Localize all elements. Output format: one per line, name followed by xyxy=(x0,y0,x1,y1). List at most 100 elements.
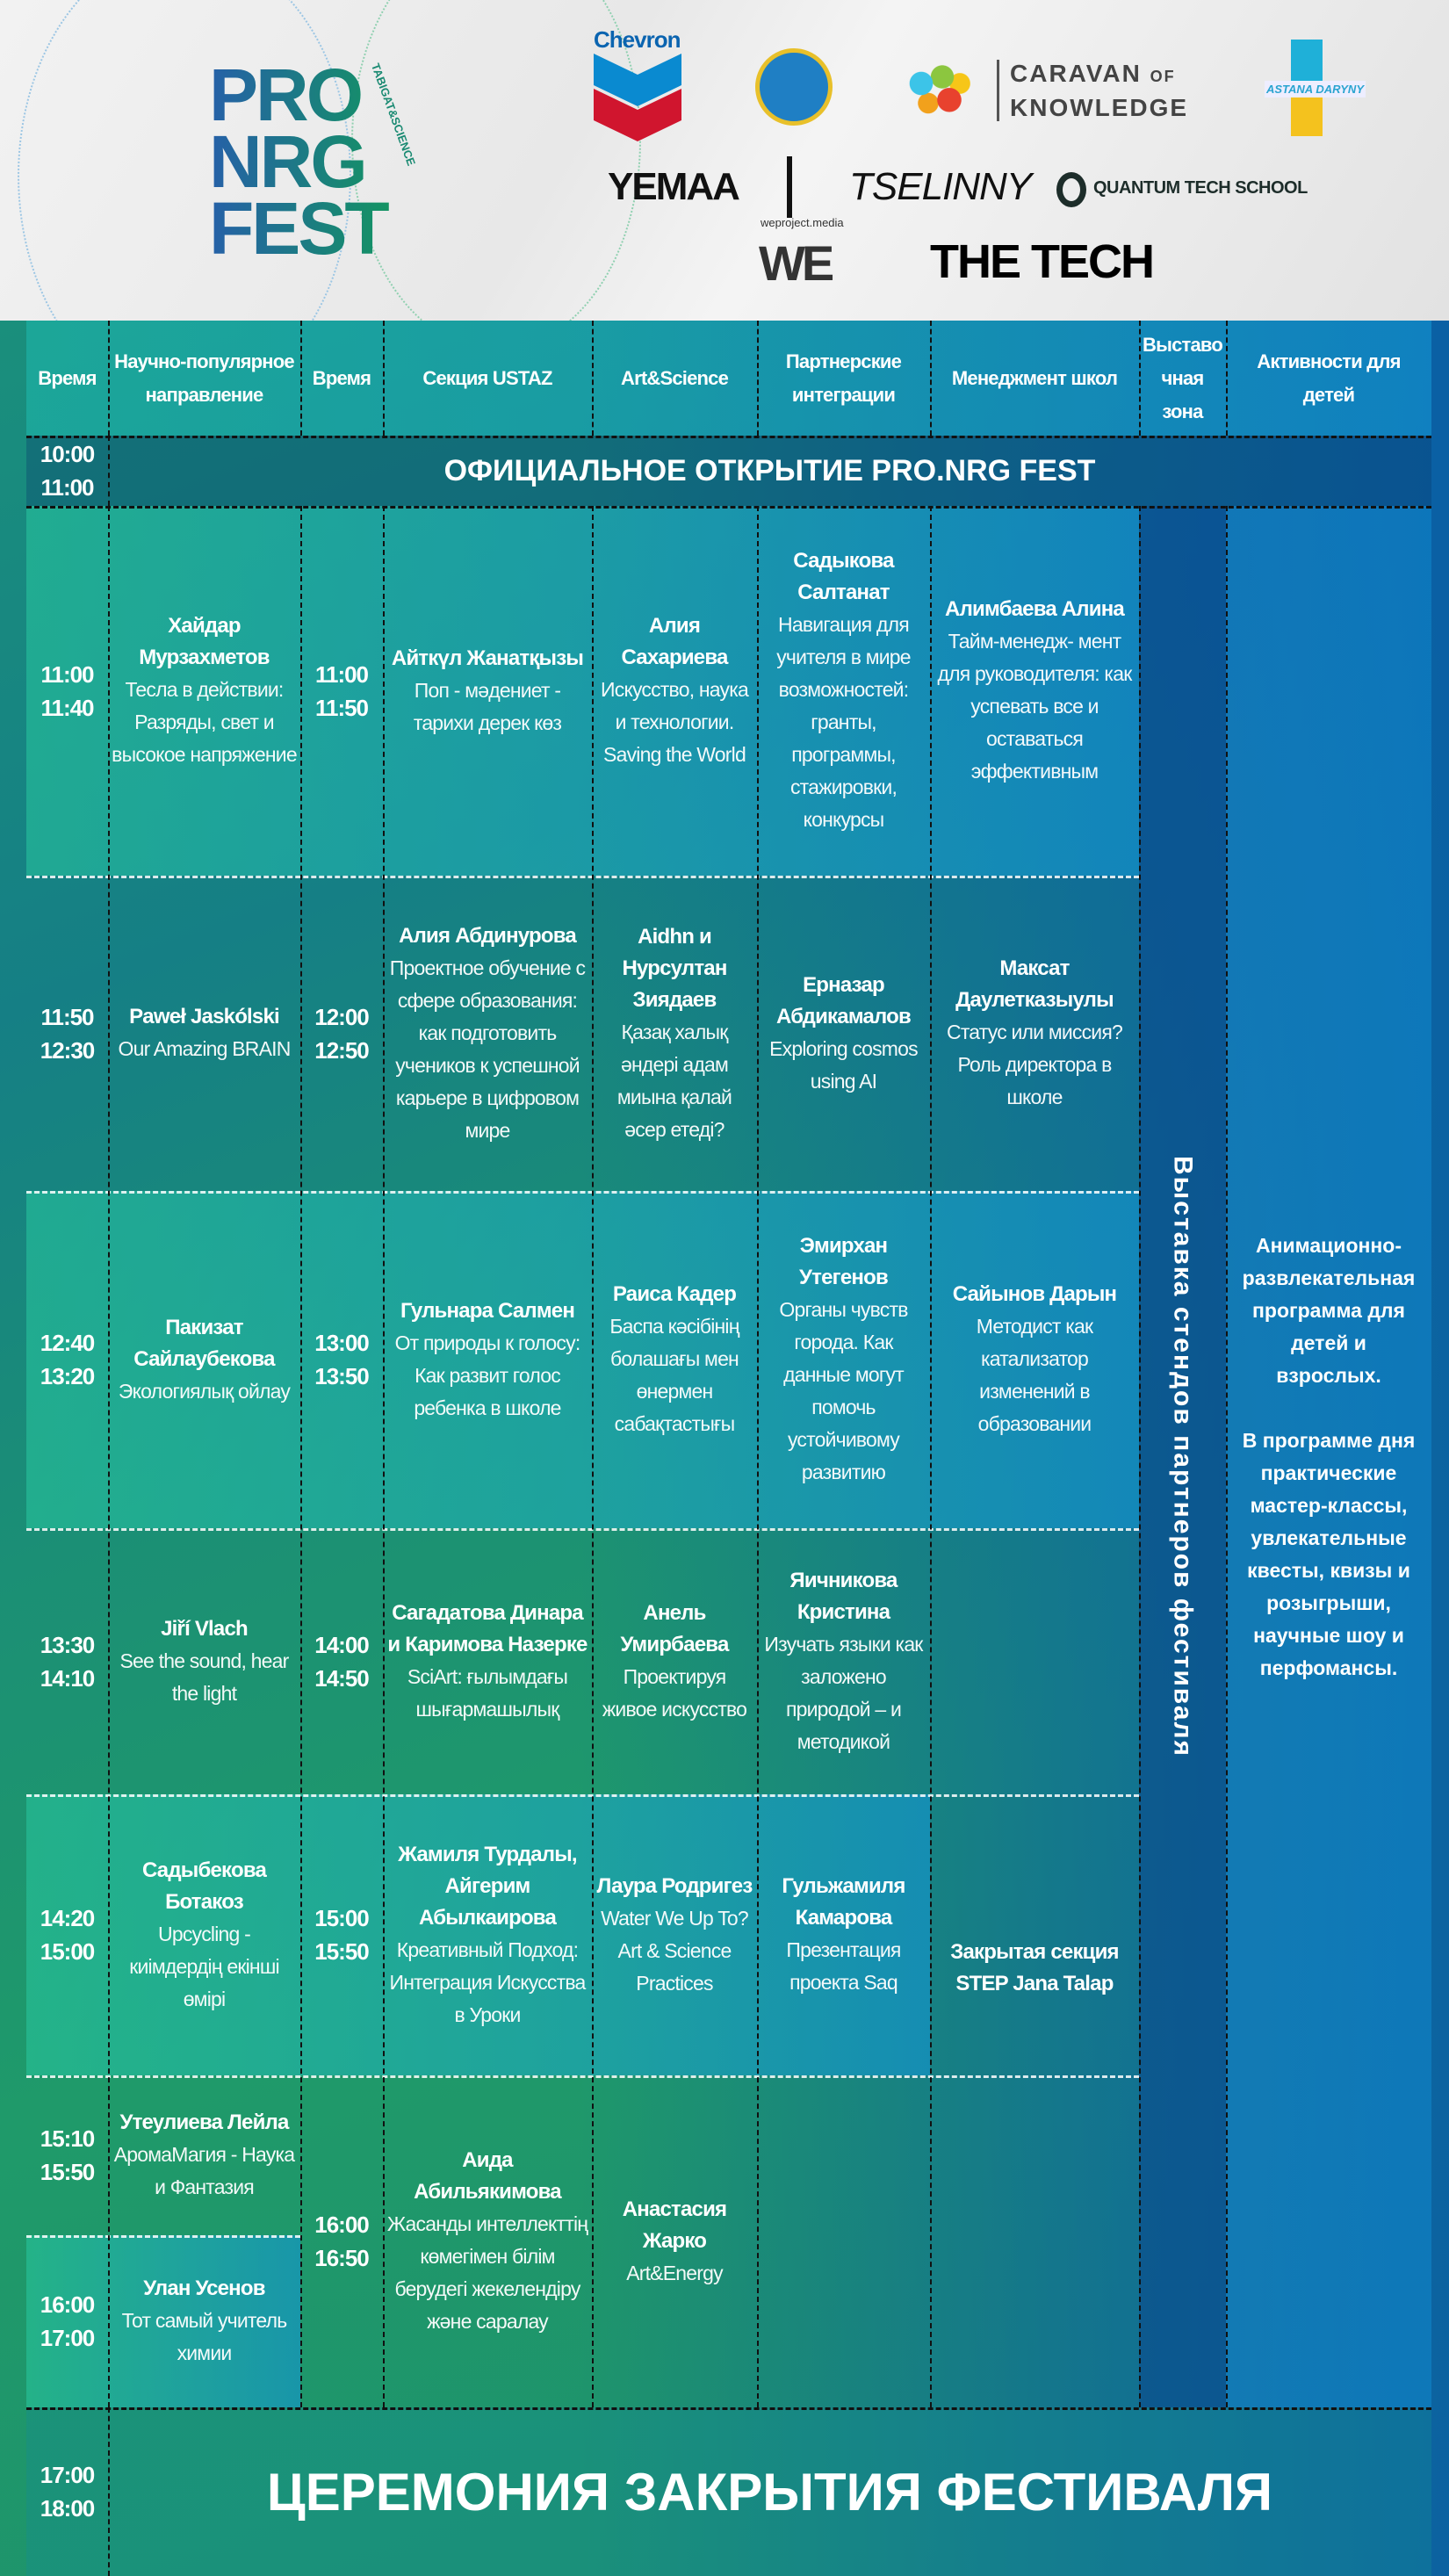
speaker-name: Алия Абдинурова xyxy=(399,923,577,948)
talk-title: Искусство, наука и технологии. Saving th… xyxy=(601,678,749,766)
time-label: 12:00 xyxy=(314,1003,369,1030)
talk-title: Изучать языки как заложено природой – и … xyxy=(764,1632,923,1753)
art-science-session: Лаура Родригез Water We Up To? Art & Scie… xyxy=(592,1794,757,2075)
time-label: 11:40 xyxy=(40,694,94,721)
column-divider xyxy=(383,506,385,2407)
partner-integration-session: Яичникова Кристина Изучать языки как зало… xyxy=(757,1528,930,1794)
popular-science-session: Пакизат Сайлаубекова Экологиялық ойлау xyxy=(108,1191,300,1528)
row-divider xyxy=(26,2235,300,2238)
row-divider xyxy=(26,1191,1139,1194)
k-logo-icon xyxy=(787,156,813,218)
column-header-label: Научно-популярное направление xyxy=(114,350,295,406)
column-header-label: Секция USTAZ xyxy=(422,366,552,389)
talk-title: Баспа кәсібінің болашағы мен өнермен саб… xyxy=(609,1315,739,1435)
time-label: 10:00 xyxy=(40,441,95,467)
time-label: 11:00 xyxy=(314,660,369,688)
session-time: 12:40 13:20 xyxy=(26,1191,108,1528)
chevron-logo: Chevron xyxy=(594,26,687,158)
column-header-label: Время xyxy=(312,366,371,389)
partner-integration-session: Гульжамиля Камарова Презентация проекта S… xyxy=(757,1794,930,2075)
row-divider xyxy=(26,2407,1431,2410)
activities-paragraph: Анимационно-развлекательная программа дл… xyxy=(1242,1233,1416,1387)
speaker-name: Сагадатова Динара и Каримова Назерке xyxy=(387,1600,588,1656)
astana-daryny-label: ASTANA DARYNY xyxy=(1265,81,1366,97)
column-divider xyxy=(108,2407,110,2576)
talk-title: Проектируя живое искусство xyxy=(602,1664,747,1721)
art-science-session: Aidhn и Нурсултан Зиядаев Қазақ халық әнд… xyxy=(592,876,757,1191)
school-management-session: Алимбаева Алина Тайм-менедж- мент для рук… xyxy=(930,506,1139,876)
column-header: Научно-популярное направление xyxy=(108,321,300,436)
column-divider xyxy=(108,506,110,2407)
session-time: 11:50 12:30 xyxy=(26,876,108,1191)
speaker-name: Гульнара Салмен xyxy=(400,1298,575,1323)
column-header: Активности для детей xyxy=(1226,321,1431,436)
ustaz-session: Сагадатова Динара и Каримова Назерке SciA… xyxy=(383,1528,592,1794)
column-divider xyxy=(300,321,302,436)
yemaa-logo: YEMAA xyxy=(608,165,740,208)
speaker-name: Jiří Vlach xyxy=(161,1616,249,1641)
column-header: Выставо чная зона xyxy=(1139,321,1226,436)
column-header: Партнерские интеграции xyxy=(757,321,930,436)
art-science-session: Анель Умирбаева Проектируя живое искусств… xyxy=(592,1528,757,1794)
session-time: 16:00 16:50 xyxy=(300,2075,383,2407)
talk-title: Поп - мәдениет - тарихи дерек көз xyxy=(413,678,562,734)
talk-title: Тайм-менедж- мент для руководителя: как … xyxy=(937,630,1133,783)
caravan-wordmark: CARAVAN xyxy=(1010,60,1142,87)
session-time: 14:20 15:00 xyxy=(26,1794,108,2075)
talk-title: Тот самый учитель химии xyxy=(121,2309,288,2364)
session-time: 13:00 13:50 xyxy=(300,1191,383,1528)
column-divider xyxy=(1139,506,1141,2407)
closed-section-step-jana-talap: Закрытая секция STEP Jana Talap xyxy=(950,1939,1119,1995)
logo-line: FEST xyxy=(209,187,387,270)
ustaz-session: Алия Абдинурова Проектное обучение с сфер… xyxy=(383,876,592,1191)
time-label: 15:50 xyxy=(40,2159,95,2185)
time-label: 17:00 xyxy=(40,2462,95,2488)
time-label: 16:50 xyxy=(314,2245,369,2271)
speaker-name: Алия Сахариева xyxy=(621,614,728,669)
session-time: 13:30 14:10 xyxy=(26,1528,108,1794)
time-label: 15:10 xyxy=(40,2125,95,2152)
column-divider xyxy=(757,506,759,2407)
speaker-name: Аида Абильякимова xyxy=(414,2148,561,2204)
opening-band xyxy=(26,436,1431,506)
column-divider xyxy=(1139,321,1141,436)
time-label: 11:50 xyxy=(314,694,369,721)
art-science-session: Раиса Кадер Баспа кәсібінің болашағы мен … xyxy=(592,1191,757,1528)
column-header: Art&Science xyxy=(592,321,757,436)
kids-activities: Анимационно-развлекательная программа дл… xyxy=(1233,506,1424,2407)
opening-time: 10:00 11:00 xyxy=(26,436,108,506)
column-divider xyxy=(383,321,385,436)
ustaz-session: Аида Абильякимова Жасанды интеллекттің кө… xyxy=(383,2075,592,2407)
logo-divider xyxy=(997,60,999,121)
time-label: 15:00 xyxy=(40,1938,95,1965)
column-header: Время xyxy=(300,321,383,436)
art-science-session: Алия Сахариева Искусство, наука и техноло… xyxy=(592,506,757,876)
speaker-name: Яичникова Кристина xyxy=(789,1568,898,1624)
school-management-session: Максат Даулетказыулы Статус или миссия? Р… xyxy=(930,876,1139,1191)
session-time: 11:00 11:50 xyxy=(300,506,383,876)
pro-nrg-fest-logo: PRO NRG FEST TABIGAT&SCIENCE xyxy=(209,61,418,272)
speaker-name: Paweł Jaskólski xyxy=(129,1005,280,1028)
talk-title: Креативный Подход: Интеграция Искусства … xyxy=(389,1937,586,2026)
weproject-media-label: weproject.media xyxy=(761,216,844,229)
talk-title: See the sound, hear the light xyxy=(119,1649,290,1705)
time-label: 11:50 xyxy=(40,1003,94,1030)
talk-title: Проектное обучение с сфере образования: … xyxy=(389,956,586,1142)
quantum-q-icon xyxy=(1056,172,1086,207)
session-time: 14:00 14:50 xyxy=(300,1528,383,1794)
column-header-label: Партнерские интеграции xyxy=(785,350,902,406)
talk-title: Exploring cosmos using AI xyxy=(769,1036,919,1093)
row-divider xyxy=(26,436,1431,438)
time-label: 13:00 xyxy=(314,1330,369,1356)
caravan-of-knowledge-logo: CARAVAN OF KNOWLEDGE xyxy=(900,53,1216,127)
talk-title: Жасанды интеллекттің көмегімен білім бер… xyxy=(386,2212,588,2333)
time-label: 13:50 xyxy=(314,1363,369,1389)
time-label: 15:50 xyxy=(314,1938,369,1965)
time-label: 13:20 xyxy=(40,1363,95,1389)
popular-science-session: Paweł Jaskólski Our Amazing BRAIN xyxy=(108,876,300,1191)
row-divider xyxy=(26,876,1139,878)
talk-title: Методист как катализатор изменений в обр… xyxy=(976,1315,1093,1435)
talk-title: SciArt: ғылымдағы шығармашылық xyxy=(407,1664,568,1721)
partner-integration-session: Эмирхан Утегенов Органы чувств города. Ка… xyxy=(757,1191,930,1528)
caravan-of-wordmark: OF xyxy=(1150,68,1176,85)
